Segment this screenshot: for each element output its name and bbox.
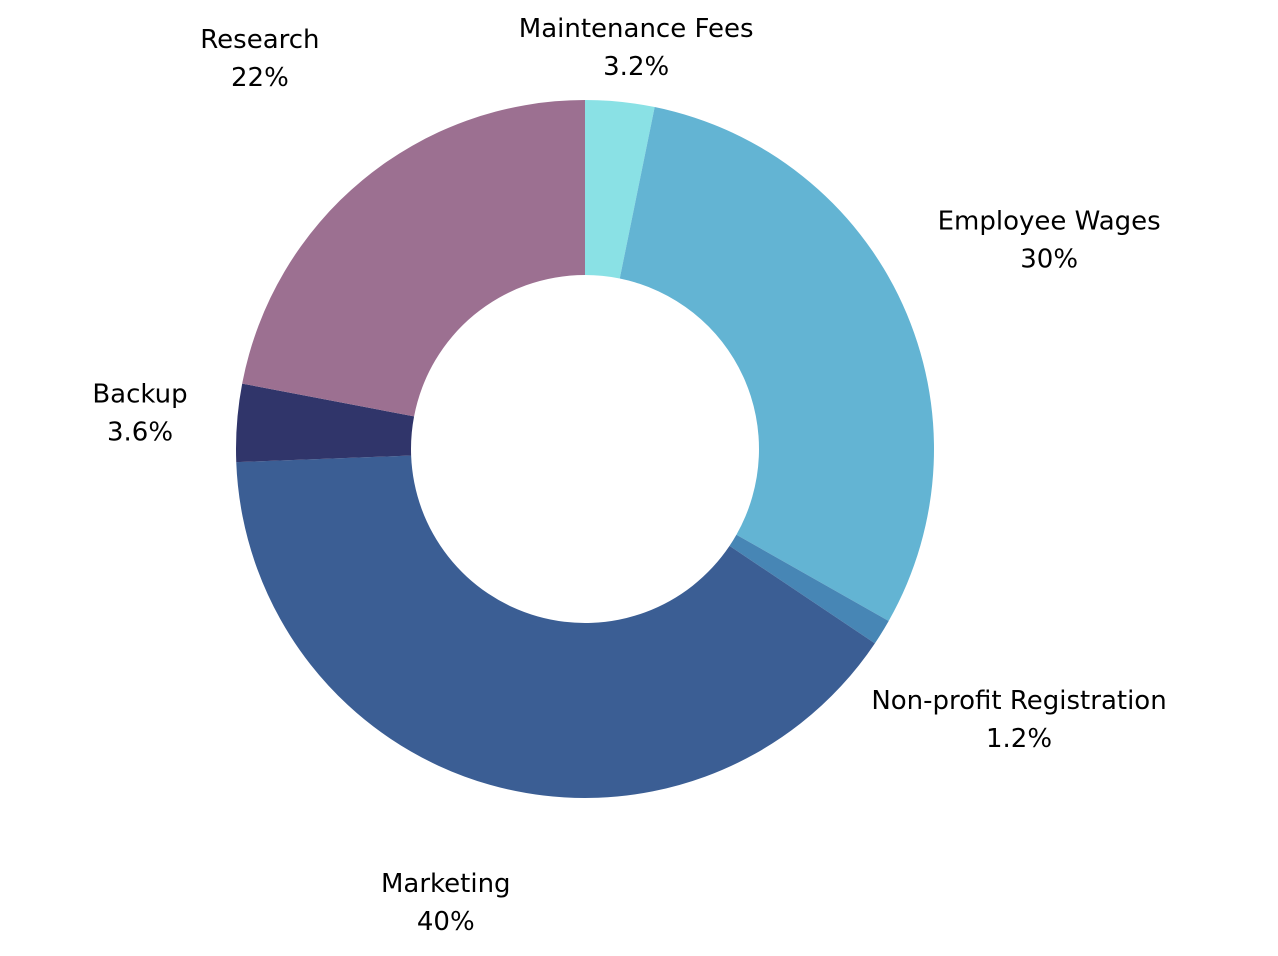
slice-maintenance-fees: [585, 100, 655, 279]
slice-label-name: Non-profit Registration: [871, 686, 1166, 716]
slice-label-name: Research: [200, 25, 319, 55]
slice-label-value: 22%: [231, 63, 289, 93]
slice-employee-wages: [619, 107, 934, 621]
slice-label-name: Marketing: [381, 869, 511, 899]
slice-label-name: Employee Wages: [938, 207, 1161, 237]
label-marketing: Marketing 40%: [381, 869, 511, 937]
slice-label-value: 30%: [1020, 245, 1078, 275]
slice-label-value: 40%: [417, 907, 475, 937]
label-maintenance-fees: Maintenance Fees 3.2%: [519, 14, 754, 82]
slice-backup: [236, 383, 415, 463]
chart-labels: Maintenance Fees 3.2% Employee Wages 30% Non…: [92, 14, 1166, 937]
chart-slices: [236, 100, 934, 799]
slice-label-value: 1.2%: [986, 724, 1052, 754]
slice-marketing: [236, 455, 875, 799]
label-non-profit-registration: Non-profit Registration 1.2%: [871, 686, 1166, 754]
label-research: Research 22%: [200, 25, 319, 93]
slice-label-value: 3.2%: [603, 52, 669, 82]
slice-label-value: 3.6%: [107, 418, 173, 448]
slice-label-name: Backup: [92, 380, 187, 410]
slice-research: [242, 100, 585, 417]
slice-non-profit-registration: [729, 534, 889, 644]
label-employee-wages: Employee Wages 30%: [938, 207, 1161, 275]
label-backup: Backup 3.6%: [92, 380, 187, 448]
slice-label-name: Maintenance Fees: [519, 14, 754, 44]
